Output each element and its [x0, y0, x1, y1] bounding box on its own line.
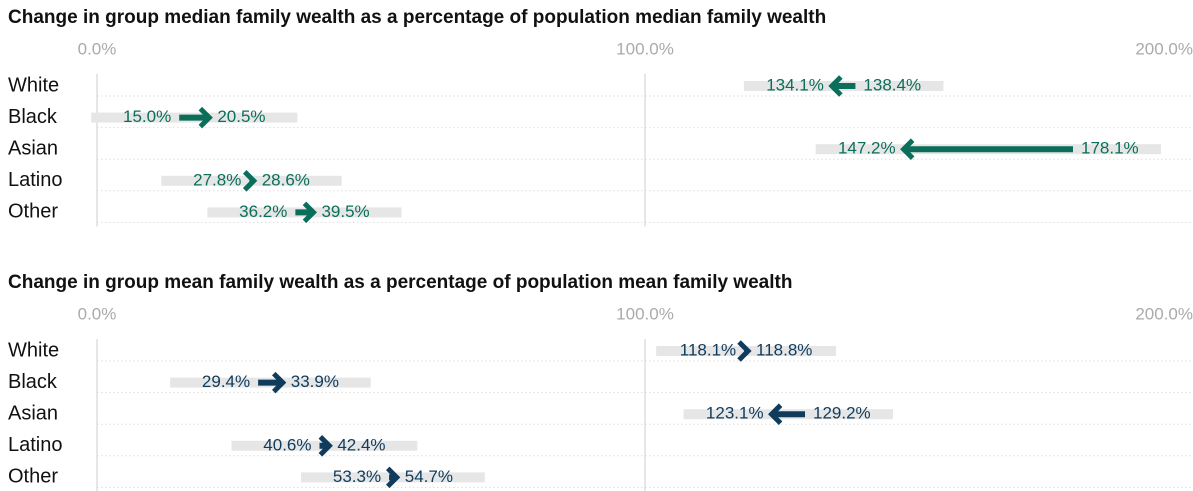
x-tick-label: 0.0%: [78, 39, 117, 58]
x-tick-label: 100.0%: [616, 39, 674, 58]
value-label: 33.9%: [291, 372, 339, 391]
arrow-head: [900, 138, 915, 160]
value-label: 123.1%: [706, 404, 764, 423]
arrow-head: [318, 435, 333, 457]
x-tick-label: 200.0%: [1135, 39, 1193, 58]
category-label: Latino: [8, 169, 63, 191]
value-label: 36.2%: [239, 202, 287, 221]
value-label: 29.4%: [202, 372, 250, 391]
value-label: 129.2%: [813, 404, 871, 423]
value-label: 40.6%: [263, 435, 311, 454]
x-tick-label: 0.0%: [78, 304, 117, 323]
value-label: 118.8%: [756, 340, 812, 359]
value-label: 39.5%: [321, 202, 369, 221]
arrow-head: [768, 403, 783, 425]
category-label: Black: [8, 371, 58, 393]
category-label: Latino: [8, 434, 63, 456]
arrow-head: [198, 106, 213, 129]
value-label: 28.6%: [262, 170, 310, 189]
value-label: 15.0%: [123, 107, 171, 126]
category-label: White: [8, 339, 59, 361]
value-label: 147.2%: [838, 139, 896, 158]
value-label: 54.7%: [405, 467, 453, 486]
arrow-head: [385, 466, 401, 489]
chart-title: Change in group median family wealth as …: [8, 7, 826, 28]
x-tick-label: 200.0%: [1135, 304, 1193, 323]
category-label: Asian: [8, 137, 58, 159]
x-tick-label: 100.0%: [616, 304, 674, 323]
value-label: 42.4%: [337, 435, 385, 454]
value-label: 53.3%: [333, 467, 381, 486]
arrow-head: [242, 170, 258, 192]
chart-title: Change in group mean family wealth as a …: [8, 272, 792, 293]
value-label: 20.5%: [217, 107, 265, 126]
value-label: 134.1%: [766, 75, 824, 94]
arrow-head: [272, 371, 287, 394]
value-label: 138.4%: [863, 75, 921, 94]
arrow-head: [828, 75, 843, 97]
category-label: Other: [8, 201, 58, 223]
category-label: Other: [8, 466, 58, 488]
category-label: Black: [8, 106, 58, 128]
arrow-head: [302, 201, 317, 224]
arrow-head: [737, 340, 752, 362]
value-label: 178.1%: [1081, 139, 1139, 158]
category-label: Asian: [8, 402, 58, 424]
value-label: 118.1%: [680, 340, 736, 359]
category-label: White: [8, 74, 59, 96]
value-label: 27.8%: [193, 170, 241, 189]
